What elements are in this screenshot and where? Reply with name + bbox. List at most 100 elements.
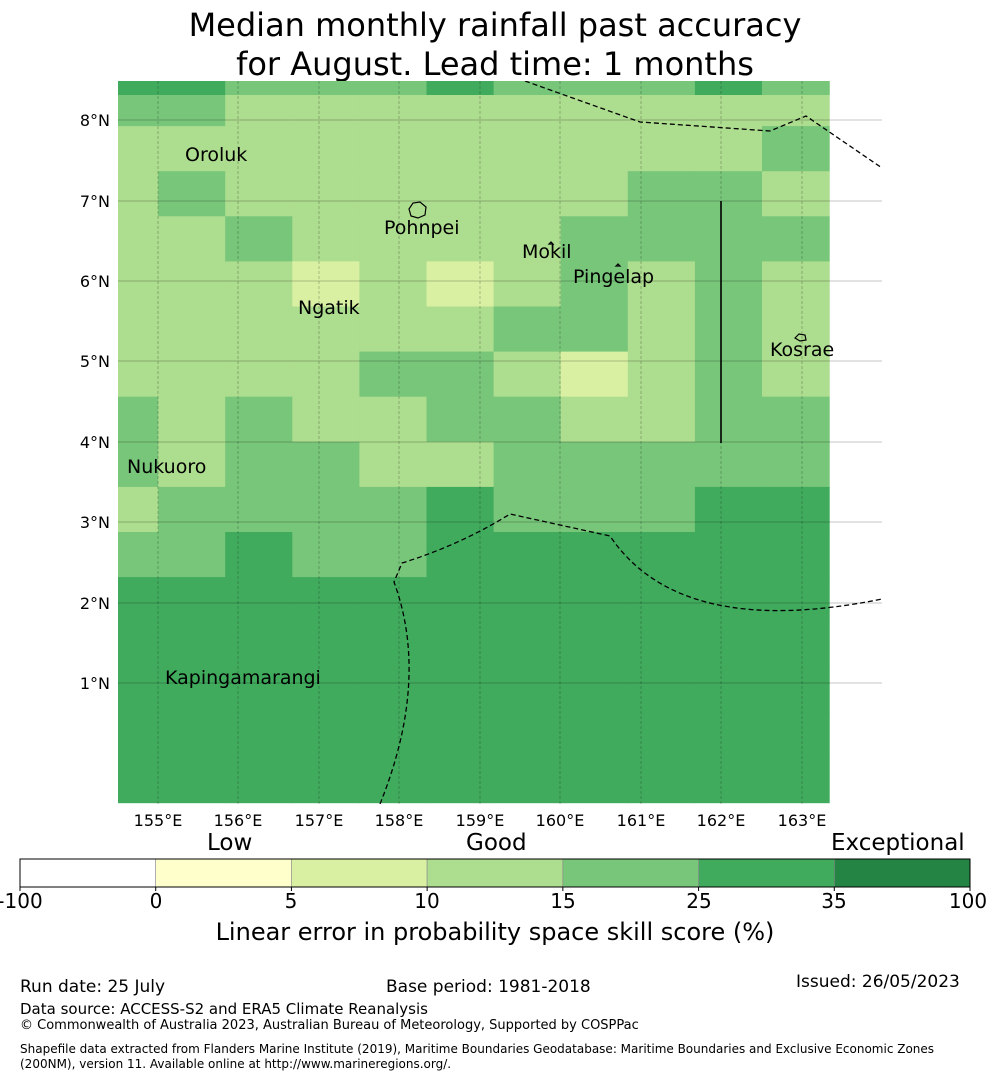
grid-cell — [627, 712, 696, 759]
legend-label: Linear error in probability space skill … — [215, 918, 775, 946]
grid-cell — [426, 126, 495, 172]
grid-cell — [627, 622, 696, 668]
grid-cell — [426, 441, 495, 488]
grid-cell — [225, 532, 293, 578]
place-label-nukuoro: Nukuoro — [127, 456, 206, 478]
colorbar — [19, 858, 971, 891]
grid-cell — [359, 216, 428, 262]
grid-cell — [426, 622, 495, 668]
grid-cell — [359, 712, 428, 759]
grid-cell — [493, 171, 562, 217]
grid-cell — [118, 306, 159, 353]
legend-category-exceptional: Exceptional — [831, 830, 965, 856]
colorbar-frame — [19, 858, 971, 888]
grid-cell — [426, 757, 495, 804]
grid-cell — [118, 712, 159, 759]
place-label-pingelap: Pingelap — [573, 266, 654, 288]
copyright: © Commonwealth of Australia 2023, Austra… — [20, 1018, 639, 1033]
latitude-label: 1°N — [80, 674, 110, 693]
grid-cell — [158, 486, 226, 533]
grid-cell — [225, 712, 293, 759]
grid-cell — [627, 441, 696, 488]
grid-cell — [426, 81, 495, 95]
grid-cell — [118, 441, 159, 488]
grid-cell — [359, 441, 428, 488]
grid-cell — [118, 351, 159, 398]
grid-cell — [694, 532, 763, 578]
grid-cell — [493, 81, 562, 95]
grid-cell — [225, 306, 293, 353]
grid-cell — [225, 441, 293, 488]
grid-cell — [292, 532, 360, 578]
grid-cell — [762, 351, 830, 398]
grid-cell — [158, 126, 226, 172]
grid-cell — [694, 306, 763, 353]
grid-cell — [694, 486, 763, 533]
grid-cell — [493, 667, 562, 713]
latitude-label: 3°N — [80, 513, 110, 532]
grid-cell — [292, 441, 360, 488]
legend-tick: 100 — [948, 889, 988, 913]
grid-cell — [560, 622, 629, 668]
grid-cell — [158, 261, 226, 308]
shapefile-credit-line-1: Shapefile data extracted from Flanders M… — [20, 1042, 935, 1056]
grid-cell — [118, 622, 159, 668]
grid-cell — [560, 81, 629, 95]
map-title-line-2: for August. Lead time: 1 months — [236, 45, 754, 83]
longitude-label: 157°E — [295, 811, 344, 830]
grid-cell — [560, 216, 629, 262]
grid-cell — [359, 351, 428, 398]
grid-cell — [118, 396, 159, 443]
grid-cell — [762, 532, 830, 578]
base-period: Base period: 1981-2018 — [386, 977, 591, 997]
shapefile-credit-line-2: (200NM), version 11. Available online at… — [20, 1057, 452, 1071]
grid-cell — [158, 81, 226, 95]
grid-cell — [359, 261, 428, 308]
grid-cell — [292, 261, 360, 308]
grid-cell — [493, 622, 562, 668]
grid-cell — [292, 486, 360, 533]
grid-cell — [426, 171, 495, 217]
grid-cell — [762, 396, 830, 443]
eez-boundaries — [379, 81, 882, 804]
place-label-kapingamarangi: Kapingamarangi — [165, 667, 321, 689]
grid-cell — [493, 577, 562, 623]
grid-cell — [118, 757, 159, 804]
grid-cell — [292, 81, 360, 95]
grid-cell — [292, 577, 360, 623]
grid-cell — [158, 396, 226, 443]
grid-cell — [118, 486, 159, 533]
grid-cell — [225, 351, 293, 398]
grid-cell — [158, 216, 226, 262]
place-label-ngatik: Ngatik — [298, 297, 360, 319]
grid-cell — [694, 216, 763, 262]
island-outlines — [408, 201, 807, 342]
grid-cell — [359, 306, 428, 353]
eez-boundary-north — [524, 81, 882, 169]
grid-cell — [694, 622, 763, 668]
longitude-label: 158°E — [375, 811, 424, 830]
grid-cell — [292, 351, 360, 398]
grid-cell — [762, 171, 830, 217]
grid-cell — [694, 171, 763, 217]
grid-cell — [560, 396, 629, 443]
colorbar-segment — [562, 858, 699, 888]
grid-cell — [694, 396, 763, 443]
grid-cell — [493, 351, 562, 398]
grid-cell — [627, 216, 696, 262]
grid-cell — [118, 171, 159, 217]
grid-cell — [225, 171, 293, 217]
grid-cell — [762, 216, 830, 262]
grid-cell — [359, 622, 428, 668]
grid-cell — [359, 757, 428, 804]
grid-cell — [158, 712, 226, 759]
legend-tick: 0 — [149, 889, 163, 913]
grid-cell — [762, 667, 830, 713]
legend-tick: 15 — [550, 889, 576, 913]
map-title-line-1: Median monthly rainfall past accuracy — [188, 6, 802, 44]
colorbar-segment — [426, 858, 564, 888]
grid-cell — [225, 667, 293, 713]
grid-cell — [426, 532, 495, 578]
grid-cell — [225, 577, 293, 623]
